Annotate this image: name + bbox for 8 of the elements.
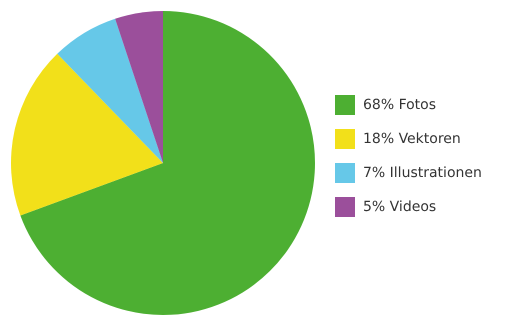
legend-label: 5% Videos [363,199,436,215]
legend-label: 68% Fotos [363,97,436,113]
pie-slice [57,18,163,163]
pie-slice [20,11,315,315]
legend-label: 18% Vektoren [363,131,461,147]
pie-slice [11,54,163,216]
legend-label: 7% Illustrationen [363,165,482,181]
pie-slice [115,11,163,163]
